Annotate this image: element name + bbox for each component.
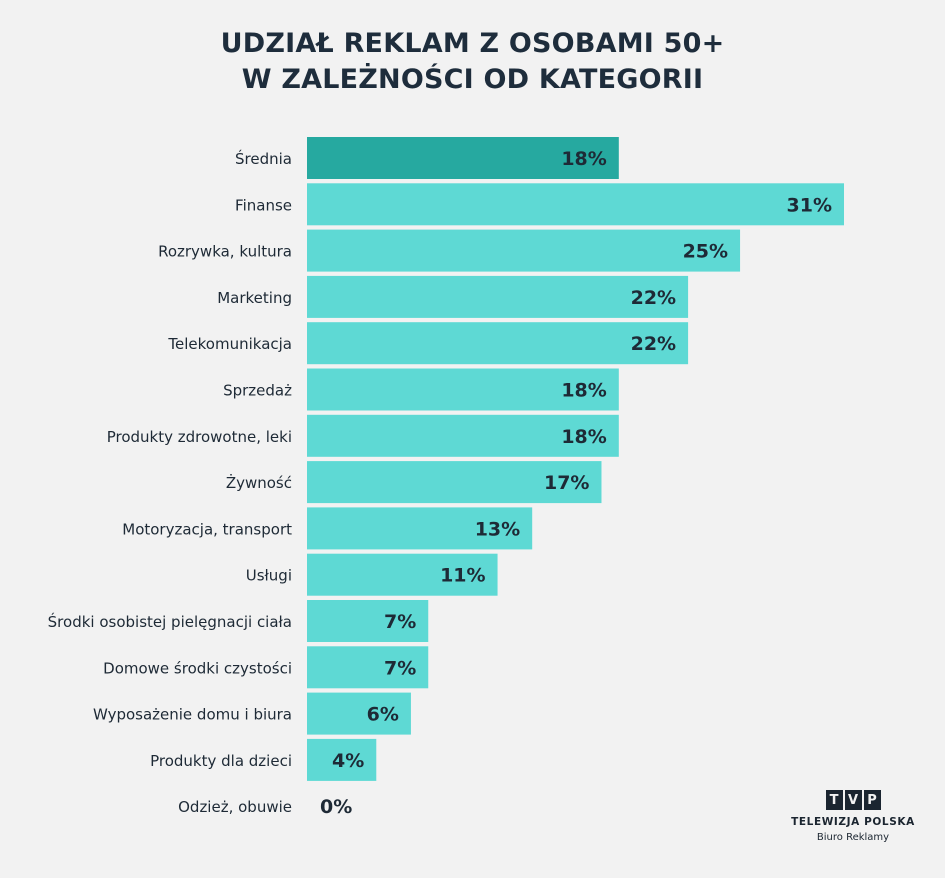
tvp-logo-letter-t: T bbox=[825, 790, 843, 810]
bar-value-label: 17% bbox=[544, 472, 589, 494]
bar-value-label: 0% bbox=[320, 796, 352, 818]
category-label: Telekomunikacja bbox=[167, 335, 292, 353]
chart-title-line-1: UDZIAŁ REKLAM Z OSOBAMI 50+ bbox=[220, 28, 725, 59]
bar-value-label: 6% bbox=[367, 704, 399, 726]
bar bbox=[307, 414, 619, 457]
tvp-logo: T V P TELEWIZJA POLSKA Biuro Reklamy bbox=[778, 790, 928, 843]
bar-value-label: 13% bbox=[475, 518, 520, 540]
category-label: Środki osobistej pielęgnacji ciała bbox=[48, 612, 292, 631]
bar-value-label: 22% bbox=[631, 287, 676, 309]
category-label: Rozrywka, kultura bbox=[158, 243, 292, 261]
bar-value-label: 18% bbox=[561, 426, 606, 448]
bar bbox=[307, 692, 411, 735]
category-label: Żywność bbox=[226, 473, 292, 492]
tvp-logo-letter-v: V bbox=[844, 790, 862, 810]
bar bbox=[307, 322, 689, 365]
category-label: Finanse bbox=[235, 196, 292, 214]
category-label: Domowe środki czystości bbox=[103, 659, 292, 677]
tvp-logo-subtitle: Biuro Reklamy bbox=[816, 832, 890, 843]
bar-value-label: 7% bbox=[384, 657, 416, 679]
category-label: Motoryzacja, transport bbox=[122, 520, 292, 538]
tvp-logo-name: TELEWIZJA POLSKA bbox=[791, 816, 915, 828]
category-label: Średnia bbox=[235, 149, 292, 168]
chart-title: UDZIAŁ REKLAM Z OSOBAMI 50+ W ZALEŻNOŚCI… bbox=[0, 26, 945, 98]
bar-value-label: 25% bbox=[683, 241, 728, 263]
bar-value-label: 7% bbox=[384, 611, 416, 633]
category-label: Odzież, obuwie bbox=[178, 798, 292, 816]
bar bbox=[307, 275, 689, 318]
bar-value-label: 22% bbox=[631, 333, 676, 355]
bar bbox=[307, 461, 602, 504]
chart-title-line-2: W ZALEŻNOŚCI OD KATEGORII bbox=[241, 64, 704, 95]
bar bbox=[307, 229, 741, 272]
bar-value-label: 31% bbox=[787, 194, 832, 216]
bar bbox=[307, 738, 377, 781]
bar-value-label: 18% bbox=[561, 148, 606, 170]
bar bbox=[307, 553, 498, 596]
tvp-logo-letter-p: P bbox=[863, 790, 881, 810]
bar-average bbox=[307, 137, 619, 179]
bar bbox=[307, 507, 533, 550]
category-label: Wyposażenie domu i biura bbox=[93, 706, 292, 724]
category-label: Usługi bbox=[246, 567, 292, 585]
bar-value-label: 18% bbox=[561, 380, 606, 402]
tvp-logo-mark: T V P bbox=[778, 790, 928, 810]
bar-value-label: 4% bbox=[332, 750, 364, 772]
category-label: Marketing bbox=[217, 289, 292, 307]
bar bbox=[307, 646, 429, 689]
category-label: Sprzedaż bbox=[223, 382, 292, 400]
bar bbox=[307, 600, 429, 642]
bar bbox=[307, 368, 619, 411]
category-label: Produkty dla dzieci bbox=[150, 752, 292, 770]
bar bbox=[307, 183, 844, 226]
category-label: Produkty zdrowotne, leki bbox=[107, 428, 292, 446]
bar-value-label: 11% bbox=[440, 565, 485, 587]
